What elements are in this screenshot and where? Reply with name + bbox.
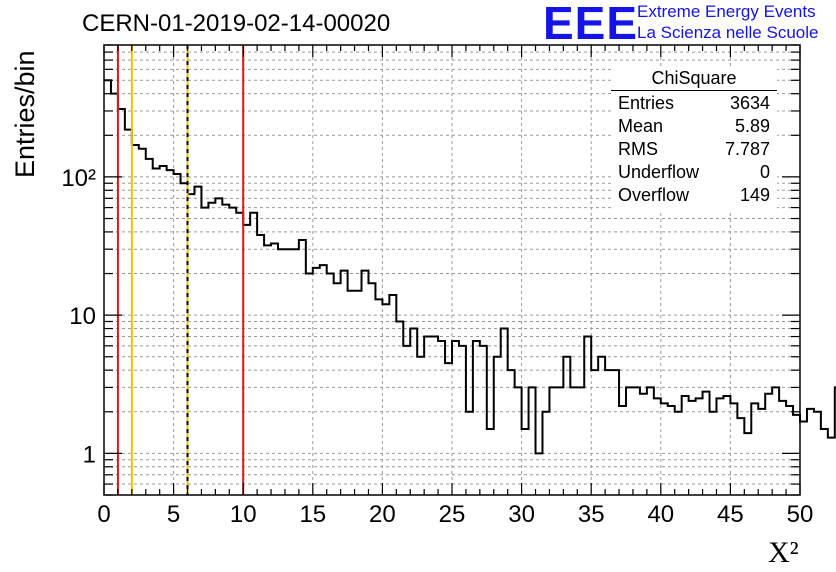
stats-row-mean: Mean 5.89 — [618, 116, 770, 139]
x-tick-label: 15 — [299, 501, 326, 528]
x-tick-label: 30 — [508, 501, 535, 528]
y-tick-label: 10 — [69, 303, 96, 330]
stats-value: 0 — [759, 162, 770, 182]
histogram-bins — [104, 79, 836, 455]
run-title: CERN-01-2019-02-14-00020 — [82, 10, 391, 37]
stats-key: Entries — [618, 93, 675, 113]
stats-key: Overflow — [618, 185, 690, 205]
stats-row-overflow: Overflow 149 — [618, 185, 770, 208]
stats-value: 7.787 — [724, 139, 770, 159]
x-tick-label: 40 — [647, 501, 674, 528]
stats-key: RMS — [618, 139, 658, 159]
stats-value: 149 — [739, 185, 770, 205]
y-tick-label: 1 — [83, 441, 96, 468]
stats-value: 5.89 — [734, 116, 770, 136]
x-tick-label: 45 — [717, 501, 744, 528]
x-tick-label: 35 — [578, 501, 605, 528]
stats-row-entries: Entries 3634 — [618, 93, 770, 116]
stats-title: ChiSquare — [651, 68, 737, 88]
x-tick-label: 20 — [369, 501, 396, 528]
stats-row-rms: RMS 7.787 — [618, 139, 770, 162]
logo-subtitle-2: La Scienza nelle Scuole — [637, 23, 819, 42]
x-tick-label: 5 — [167, 501, 180, 528]
x-tick-label: 0 — [97, 501, 110, 528]
axis-ticks: 0 5 10 15 20 25 30 35 40 45 50 1 10 10² — [61, 44, 814, 528]
stats-key: Mean — [618, 116, 664, 136]
x-tick-label: 25 — [439, 501, 466, 528]
x-tick-label: 50 — [787, 501, 814, 528]
reference-lines — [116, 45, 245, 495]
stats-key: Underflow — [618, 162, 700, 182]
histogram-step-line — [104, 79, 836, 455]
eee-logo: EEE — [543, 0, 639, 49]
y-tick-label: 10² — [61, 165, 96, 192]
y-axis-label: Entries/bin — [10, 50, 40, 178]
x-tick-label: 10 — [230, 501, 257, 528]
stats-row-underflow: Underflow 0 — [618, 162, 770, 185]
x-axis-label: X² — [768, 536, 799, 569]
logo-subtitle-1: Extreme Energy Events — [637, 2, 816, 21]
stats-box: ChiSquare Entries 3634 Mean 5.89 RMS 7.7… — [611, 68, 777, 210]
stats-value: 3634 — [729, 93, 770, 113]
stats-separator — [611, 90, 777, 91]
